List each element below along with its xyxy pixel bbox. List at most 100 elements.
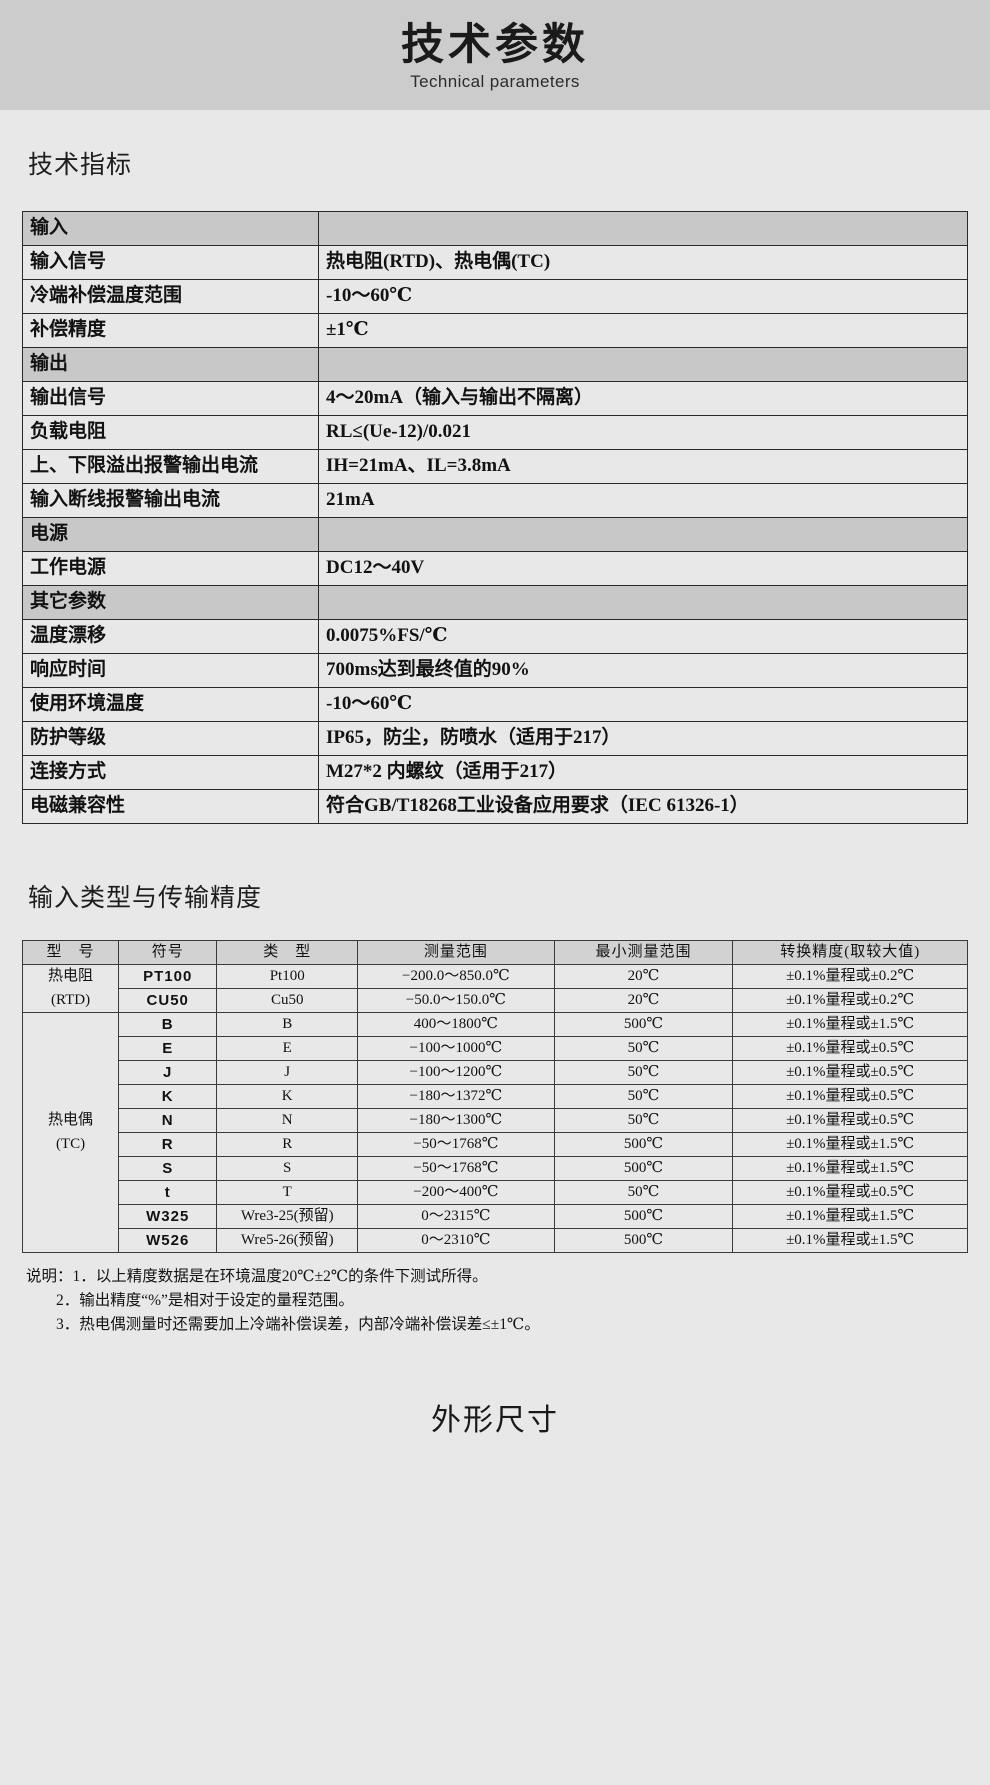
- table-row: J J −100～1200℃ 50℃ ±0.1%量程或±0.5℃: [23, 1060, 968, 1085]
- min-measuring-range-cell: 50℃: [553, 1108, 734, 1133]
- spec-label-cell: 输入: [22, 211, 319, 246]
- sensor-symbol-cell: PT100: [118, 964, 218, 989]
- sensor-symbol-cell: W325: [118, 1204, 218, 1229]
- table-row: 使用环境温度 -10～60℃: [22, 687, 968, 722]
- spec-value-cell: 4～20mA（输入与输出不隔离）: [318, 381, 968, 416]
- conversion-accuracy-cell: ±0.1%量程或±0.5℃: [732, 1060, 968, 1085]
- spec-label-cell: 冷端补偿温度范围: [22, 279, 319, 314]
- note-line-2: 2．输出精度“%”是相对于设定的量程范围。: [56, 1292, 354, 1310]
- spec-value-cell: -10～60℃: [318, 687, 968, 722]
- spec-label-cell: 补偿精度: [22, 313, 319, 348]
- conversion-accuracy-cell: ±0.1%量程或±1.5℃: [732, 1204, 968, 1229]
- min-measuring-range-cell: 500℃: [553, 1204, 734, 1229]
- spec-group-row: 输入: [22, 211, 968, 246]
- sensor-symbol-cell: R: [118, 1132, 218, 1157]
- sensor-symbol-cell: E: [118, 1036, 218, 1061]
- spec-label-cell: 输入断线报警输出电流: [22, 483, 319, 518]
- table-notes: 说明：1．以上精度数据是在环境温度20℃±2℃的条件下测试所得。 2．输出精度“…: [26, 1265, 990, 1337]
- conversion-accuracy-cell: ±0.1%量程或±1.5℃: [732, 1012, 968, 1037]
- spec-value-cell: [318, 517, 968, 552]
- spec-label-cell: 上、下限溢出报警输出电流: [22, 449, 319, 484]
- sensor-type-cell: J: [216, 1060, 359, 1085]
- spec-table: 输入 输入信号 热电阻(RTD)、热电偶(TC) 冷端补偿温度范围 -10～60℃ 补偿精…: [22, 211, 968, 824]
- table-row: 响应时间 700ms达到最终值的90%: [22, 653, 968, 688]
- spec-group-row: 电源: [22, 517, 968, 552]
- min-measuring-range-cell: 50℃: [553, 1084, 734, 1109]
- table-row: E E −100～1000℃ 50℃ ±0.1%量程或±0.5℃: [23, 1036, 968, 1061]
- section-heading-technical-specs: 技术指标: [28, 151, 133, 179]
- min-measuring-range-cell: 50℃: [553, 1180, 734, 1205]
- spec-label-cell: 使用环境温度: [22, 687, 319, 722]
- spec-label-cell: 工作电源: [22, 551, 319, 586]
- table-row: 连接方式 M27*2 内螺纹（适用于217）: [22, 755, 968, 790]
- min-measuring-range-cell: 500℃: [553, 1012, 734, 1037]
- sensor-type-cell: Wre3-25(预留): [216, 1204, 359, 1229]
- measuring-range-cell: 400～1800℃: [357, 1012, 555, 1037]
- sensor-group-name: 热电阻: [48, 968, 94, 985]
- conversion-accuracy-cell: ±0.1%量程或±1.5℃: [732, 1156, 968, 1181]
- measuring-range-cell: −180～1372℃: [357, 1084, 555, 1109]
- table-row: W526 Wre5-26(预留) 0～2310℃ 500℃ ±0.1%量程或±1.5℃: [23, 1228, 968, 1253]
- sensor-group-cell: 热电阻 (RTD): [21, 964, 120, 1013]
- table-row: 输入断线报警输出电流 21mA: [22, 483, 968, 518]
- min-measuring-range-cell: 20℃: [553, 988, 734, 1013]
- min-measuring-range-cell: 500℃: [553, 1156, 734, 1181]
- input-types-table: 型 号符号类 型测量范围 最小测量范围 转换精度(取较大值) 热电阻 (RTD) PT1…: [21, 940, 968, 1253]
- table-row: 工作电源 DC12～40V: [22, 551, 968, 586]
- column-header: 类 型: [216, 940, 359, 965]
- sensor-group-cell: 热电偶 (TC): [21, 1012, 120, 1253]
- column-header: 转换精度(取较大值): [732, 940, 968, 965]
- table-row: S S −50～1768℃ 500℃ ±0.1%量程或±1.5℃: [23, 1156, 968, 1181]
- spec-label-cell: 连接方式: [22, 755, 319, 790]
- spec-value-cell: 21mA: [318, 483, 968, 518]
- sensor-symbol-cell: CU50: [118, 988, 218, 1013]
- table-row: 电磁兼容性 符合GB/T18268工业设备应用要求（IEC 61326-1）: [22, 789, 968, 824]
- page-banner: 技术参数 Technical parameters: [0, 0, 990, 110]
- table-row: 输出信号 4～20mA（输入与输出不隔离）: [22, 381, 968, 416]
- spec-value-cell: [318, 585, 968, 620]
- note-line-1: 说明：1．以上精度数据是在环境温度20℃±2℃的条件下测试所得。: [26, 1268, 488, 1285]
- banner-title-chinese: 技术参数: [401, 21, 589, 70]
- spec-label-cell: 输入信号: [22, 245, 319, 280]
- spec-value-cell: 符合GB/T18268工业设备应用要求（IEC 61326-1）: [318, 789, 968, 824]
- spec-value-cell: 0.0075%FS/℃: [318, 619, 968, 654]
- spec-value-cell: IP65，防尘，防喷水（适用于217）: [318, 721, 968, 756]
- min-measuring-range-cell: 500℃: [553, 1132, 734, 1157]
- spec-value-cell: -10～60℃: [318, 279, 968, 314]
- sensor-type-cell: K: [216, 1084, 359, 1109]
- min-measuring-range-cell: 50℃: [553, 1036, 734, 1061]
- table-row: 热电偶 (TC) B B 400～1800℃ 500℃ ±0.1%量程或±1.5℃: [21, 1012, 968, 1253]
- column-header: 测量范围: [357, 940, 555, 965]
- table-row: 输入信号 热电阻(RTD)、热电偶(TC): [22, 245, 968, 280]
- sensor-symbol-cell: N: [118, 1108, 218, 1133]
- conversion-accuracy-cell: ±0.1%量程或±1.5℃: [732, 1132, 968, 1157]
- spec-label-cell: 其它参数: [22, 585, 319, 620]
- table-row: 冷端补偿温度范围 -10～60℃: [22, 279, 968, 314]
- spec-value-cell: RL≤(Ue-12)/0.021: [318, 415, 968, 450]
- sensor-symbol-cell: W526: [118, 1228, 218, 1253]
- spec-value-cell: 700ms达到最终值的90%: [318, 653, 968, 688]
- spec-label-cell: 温度漂移: [22, 619, 319, 654]
- sensor-group-abbrev: (TC): [55, 1135, 86, 1152]
- conversion-accuracy-cell: ±0.1%量程或±0.5℃: [732, 1108, 968, 1133]
- table-row: 热电阻 (RTD) PT100 Pt100 −200.0～850.0℃ 20℃ ±0.1%量…: [21, 964, 968, 1013]
- sensor-type-cell: T: [216, 1180, 359, 1205]
- spec-group-row: 输出: [22, 347, 968, 382]
- sensor-symbol-cell: J: [118, 1060, 218, 1085]
- table-row: 防护等级 IP65，防尘，防喷水（适用于217）: [22, 721, 968, 756]
- section-heading-dimensions: 外形尺寸: [431, 1404, 559, 1438]
- measuring-range-cell: −50～1768℃: [357, 1132, 555, 1157]
- conversion-accuracy-cell: ±0.1%量程或±0.2℃: [732, 988, 968, 1013]
- spec-label-cell: 负载电阻: [22, 415, 319, 450]
- min-measuring-range-cell: 500℃: [553, 1228, 734, 1253]
- spec-value-cell: M27*2 内螺纹（适用于217）: [318, 755, 968, 790]
- table-row: K K −180～1372℃ 50℃ ±0.1%量程或±0.5℃: [23, 1084, 968, 1109]
- column-header: 型 号: [21, 940, 120, 965]
- conversion-accuracy-cell: ±0.1%量程或±0.5℃: [732, 1180, 968, 1205]
- input-types-table-head: 型 号符号类 型测量范围 最小测量范围 转换精度(取较大值): [21, 940, 968, 965]
- table-row: 负载电阻 RL≤(Ue-12)/0.021: [22, 415, 968, 450]
- sensor-type-cell: N: [216, 1108, 359, 1133]
- spec-label-cell: 输出信号: [22, 381, 319, 416]
- sensor-type-cell: S: [216, 1156, 359, 1181]
- column-header: 最小测量范围: [553, 940, 734, 965]
